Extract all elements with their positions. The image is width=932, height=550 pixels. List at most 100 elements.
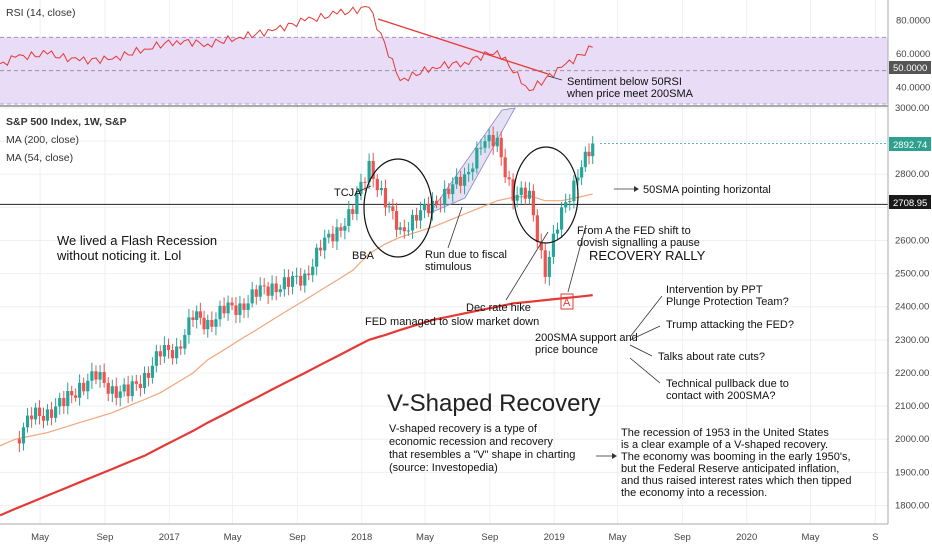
price-y-tick-label: 2300.00: [895, 335, 929, 346]
candle-body: [54, 406, 58, 418]
candle-body: [86, 380, 90, 392]
price-y-tick-label: 1800.00: [895, 500, 929, 511]
candle-body: [299, 275, 303, 286]
candle-body: [438, 204, 443, 206]
price-y-tick-label: 2800.00: [895, 169, 929, 180]
candle-body: [166, 345, 171, 350]
rsi-line: [0, 5, 593, 92]
candle-body: [82, 382, 86, 392]
candle-body: [467, 172, 471, 175]
x-tick-label: Sep: [96, 532, 113, 543]
candle-body: [246, 303, 250, 310]
rsi-annotation-line-1: Sentiment below 50RSI: [567, 76, 682, 88]
candle-body: [323, 237, 327, 251]
candle-body: [183, 335, 187, 349]
candles: [17, 126, 595, 453]
x-tick-label: May: [609, 532, 627, 543]
rec-1953-2: is a clear example of a V-shaped recover…: [621, 439, 828, 451]
v-shaped-title: V-Shaped Recovery: [387, 390, 600, 417]
candle-body: [290, 275, 295, 287]
arrow-rate-cuts: [629, 344, 653, 357]
candle-body: [130, 381, 134, 397]
candle-body: [30, 415, 34, 420]
rec-1953-3: The economy was booming in the early 195…: [621, 451, 851, 463]
candle-body: [371, 160, 375, 179]
candle-body: [375, 178, 379, 191]
candle-body: [33, 407, 38, 420]
ann-bba: BBA: [352, 250, 375, 262]
x-tick-label: Sep: [289, 532, 306, 543]
candle-body: [414, 214, 419, 221]
candle-body: [491, 135, 495, 147]
candle-body: [295, 275, 299, 277]
candle-body: [583, 151, 587, 168]
candle-body: [367, 160, 371, 183]
price-y-tick-label: 2400.00: [895, 302, 929, 313]
candle-body: [347, 209, 351, 226]
candle-body: [45, 409, 50, 421]
candle-body: [363, 181, 367, 183]
candle-body: [383, 187, 388, 208]
candle-body: [230, 302, 234, 306]
candle-body: [94, 371, 98, 380]
ann-pullback-2: contact with 200SMA?: [666, 390, 775, 402]
candle-body: [62, 397, 66, 407]
candle-body: [459, 176, 463, 186]
candle-body: [254, 289, 258, 297]
v-def-1: V-shaped recovery is a type of: [389, 423, 538, 435]
candle-body: [402, 227, 406, 232]
candle-body: [142, 372, 147, 389]
price-y-tick-label: 1900.00: [895, 467, 929, 478]
legend-ma54: MA (54, close): [6, 152, 73, 164]
candle-body: [126, 384, 130, 397]
candle-body: [311, 266, 315, 276]
x-ticks: May Sep 2017 May Sep 2018 May Sep 2019 May Sep 2020…: [31, 532, 878, 543]
last-price-tag: [889, 137, 931, 151]
arrow-run-fiscal: [447, 206, 463, 249]
arrow-ppt: [629, 295, 663, 338]
candle-body: [572, 180, 576, 202]
ann-ppt-1: Intervention by PPT: [666, 284, 763, 296]
candle-body: [250, 289, 254, 304]
candle-body: [406, 230, 411, 232]
candle-body: [175, 346, 179, 359]
candle-body: [447, 188, 451, 195]
candle-body: [527, 190, 532, 199]
candle-body: [25, 415, 30, 428]
rsi-y-tick-label: 60.0000: [896, 49, 930, 60]
candle-body: [114, 386, 118, 398]
candle-body: [162, 345, 166, 357]
rsi-title: RSI (14, close): [6, 7, 75, 19]
candle-body: [455, 176, 459, 185]
candle-body: [591, 143, 595, 157]
candle-body: [355, 194, 359, 214]
rsi-y-tick-label: 40.0000: [896, 82, 930, 93]
price-y-ticks: 3000.00 2800.00 2600.00 2500.00 2400.00 2300.…: [895, 103, 929, 511]
candle-body: [37, 407, 42, 416]
rsi-annotation-arrow: [547, 75, 563, 81]
arrow-recovery: [567, 224, 587, 293]
candle-body: [539, 242, 543, 251]
candle-body: [499, 137, 503, 158]
candle-body: [118, 391, 122, 398]
candle-body: [343, 225, 347, 231]
candle-body: [315, 247, 319, 267]
candle-body: [98, 372, 102, 380]
candle-body: [483, 141, 487, 148]
candle-body: [398, 227, 402, 230]
price-y-tick-label: 2500.00: [895, 269, 929, 280]
candle-body: [106, 382, 110, 394]
candle-body: [515, 194, 519, 201]
candle-body: [179, 346, 183, 349]
rsi-trendline: [377, 18, 549, 75]
candle-body: [587, 151, 591, 157]
candle-body: [258, 285, 262, 297]
x-tick-label: May: [416, 532, 434, 543]
ann-sma50: 50SMA pointing horizontal: [643, 184, 771, 196]
arrow-sma50-head: [634, 186, 639, 192]
candle-body: [443, 188, 447, 205]
rsi-current-label: 50.0000: [893, 63, 927, 74]
candle-body: [218, 305, 222, 320]
candle-body: [576, 177, 580, 181]
candle-body: [487, 135, 491, 142]
